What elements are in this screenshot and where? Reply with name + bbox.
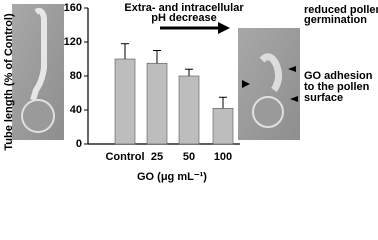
y-tick-label: 160 [64, 2, 82, 14]
left-photo [12, 4, 64, 140]
y-axis-label: Tube length (% of Control) [3, 13, 15, 151]
x-tick-label: 50 [183, 151, 195, 163]
y-tick-label: 80 [70, 70, 82, 82]
annotation: GO adhesion [304, 70, 373, 82]
annotation: pH decrease [151, 12, 216, 24]
bar [114, 58, 136, 145]
y-tick-label: 0 [76, 138, 82, 150]
x-axis-label: GO (μg mL⁻¹) [137, 171, 207, 183]
chart: 0 40 80 120 160 Tube length (% of Control) Con… [3, 2, 378, 183]
bar [178, 75, 200, 145]
arrow [160, 22, 230, 34]
annotation: germination [304, 14, 367, 26]
y-tick-label: 40 [70, 104, 82, 116]
bar [212, 108, 234, 145]
x-tick-label: 100 [214, 151, 232, 163]
annotation: Extra- and intracellular [124, 2, 244, 14]
annotation: reduced pollen [304, 4, 378, 16]
bar [146, 62, 168, 145]
y-tick-label: 120 [64, 36, 82, 48]
right-photo [238, 28, 300, 140]
annotation: surface [304, 92, 343, 104]
annotation: to the pollen [304, 81, 370, 93]
x-tick-label: Control [105, 151, 144, 163]
x-tick-label: 25 [151, 151, 163, 163]
